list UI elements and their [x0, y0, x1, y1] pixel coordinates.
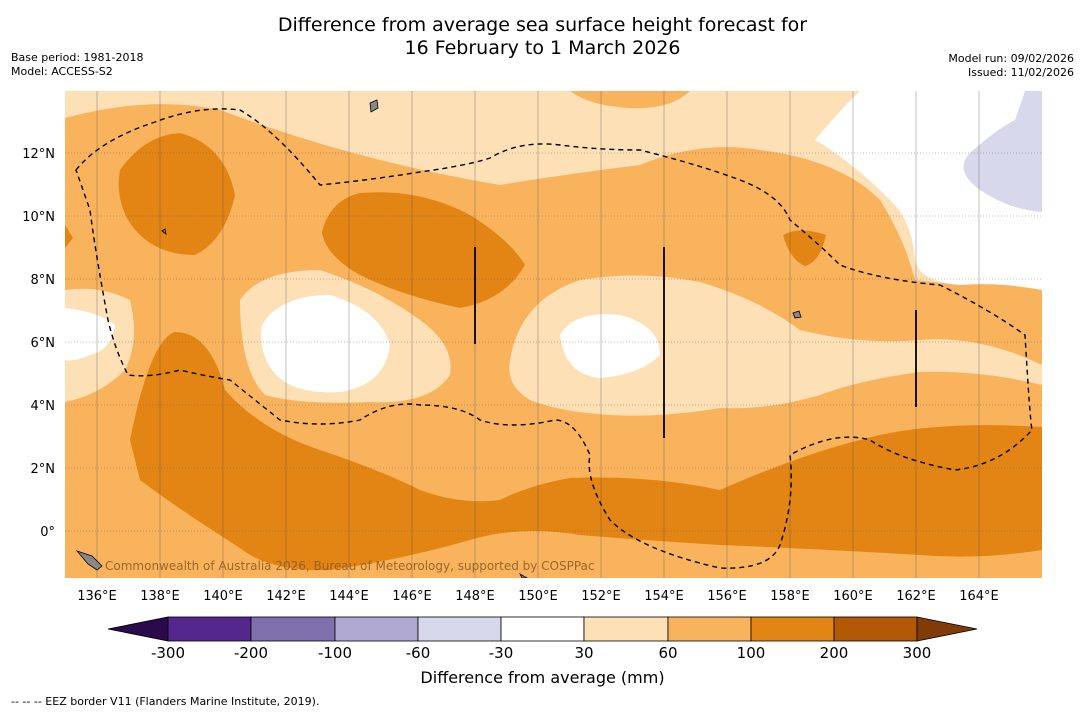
island-palau — [161, 228, 167, 235]
lon-tick: 150°E — [518, 589, 558, 604]
island-pohnpei — [792, 310, 802, 319]
colorbar-bin-5 — [500, 616, 585, 642]
contour-white-center-east — [560, 314, 660, 378]
lat-tick-labels: 12°N 10°N 8°N 6°N 4°N 2°N 0° — [22, 147, 55, 540]
colorbar-tick: 100 — [737, 644, 766, 662]
lat-tick: 12°N — [22, 147, 55, 162]
map-plot-area: Commonwealth of Australia 2026, Bureau o… — [65, 91, 1042, 578]
colorbar-tick: -200 — [234, 644, 268, 662]
lat-tick: 8°N — [31, 273, 56, 288]
colorbar-bin-4 — [417, 616, 502, 642]
contour-60-100-top — [570, 91, 690, 109]
eez-borders — [75, 108, 1033, 569]
contour-100-200-ne — [783, 230, 826, 266]
lat-tick: 6°N — [31, 336, 56, 351]
marker-lines — [474, 247, 917, 438]
lon-tick: 144°E — [329, 589, 369, 604]
lon-tick: 154°E — [644, 589, 684, 604]
lon-tick: 136°E — [77, 589, 117, 604]
attribution-text: Commonwealth of Australia 2026, Bureau o… — [105, 559, 595, 573]
map-title: Difference from average sea surface heig… — [0, 14, 1085, 60]
lon-tick: 140°E — [203, 589, 243, 604]
colorbar-extend-high — [916, 616, 978, 642]
eez-footnote: -- -- -- EEZ border V11 (Flanders Marine… — [11, 695, 320, 708]
lat-tick: 2°N — [31, 462, 56, 477]
colorbar-tick: 300 — [903, 644, 932, 662]
lon-tick: 142°E — [266, 589, 306, 604]
lon-tick: 162°E — [896, 589, 936, 604]
island-south — [519, 572, 528, 578]
lat-tick: 0° — [40, 525, 55, 540]
colorbar-bin-1 — [167, 616, 252, 642]
title-line-2: 16 February to 1 March 2026 — [404, 37, 681, 59]
contour-100-200-nw — [118, 133, 235, 255]
colorbar-tick: 30 — [574, 644, 593, 662]
lon-tick: 160°E — [833, 589, 873, 604]
base-info: Base period: 1981-2018 Model: ACCESS-S2 — [11, 51, 143, 79]
contour-white-west — [65, 308, 115, 361]
colorbar-label: Difference from average (mm) — [420, 668, 665, 687]
colorbar-tick: -60 — [406, 644, 431, 662]
lon-tick-labels: 136°E 138°E 140°E 142°E 144°E 146°E 148°… — [77, 589, 999, 604]
lon-tick: 148°E — [455, 589, 495, 604]
contour-white-center-west — [261, 295, 390, 393]
colorbar-bin-3 — [334, 616, 419, 642]
contour-lavender-ne — [963, 91, 1042, 212]
title-line-1: Difference from average sea surface heig… — [277, 14, 808, 36]
contour-30-60-north — [65, 91, 1042, 290]
colorbar-tick: -30 — [489, 644, 514, 662]
lon-tick: 164°E — [959, 589, 999, 604]
issued-date: Issued: 11/02/2026 — [967, 66, 1074, 79]
colorbar-bin-6 — [583, 616, 669, 642]
colorbar — [107, 616, 978, 642]
lon-tick: 146°E — [392, 589, 432, 604]
colorbar-bin-9 — [833, 616, 918, 642]
lon-tick: 158°E — [770, 589, 810, 604]
colorbar-tick-labels: -300 -200 -100 -60 -30 30 60 100 200 300 — [151, 644, 931, 662]
lon-tick: 156°E — [707, 589, 747, 604]
colorbar-extend-low — [107, 616, 169, 642]
colorbar-bin-2 — [250, 616, 336, 642]
islands — [75, 99, 802, 578]
island-guam — [369, 99, 379, 113]
colorbar-tick: -100 — [318, 644, 352, 662]
lat-gridlines — [65, 152, 1042, 532]
colorbar-tick: 60 — [658, 644, 677, 662]
colorbar-tick: 200 — [820, 644, 849, 662]
lon-tick: 138°E — [140, 589, 180, 604]
lat-tick: 10°N — [22, 210, 55, 225]
model-name: Model: ACCESS-S2 — [11, 65, 113, 78]
run-info: Model run: 09/02/2026 Issued: 11/02/2026 — [948, 52, 1074, 80]
colorbar-bin-8 — [750, 616, 835, 642]
colorbar-tick: -300 — [151, 644, 185, 662]
contour-100-200-south — [130, 332, 1042, 571]
contour-100-200-west-edge — [65, 225, 73, 248]
lat-tick: 4°N — [31, 399, 56, 414]
island-png-coast — [75, 550, 103, 571]
lon-tick: 152°E — [581, 589, 621, 604]
contour-30-60-center-east — [509, 275, 1042, 416]
base-period: Base period: 1981-2018 — [11, 51, 144, 64]
model-run-date: Model run: 09/02/2026 — [948, 52, 1074, 65]
colorbar-bin-7 — [667, 616, 752, 642]
